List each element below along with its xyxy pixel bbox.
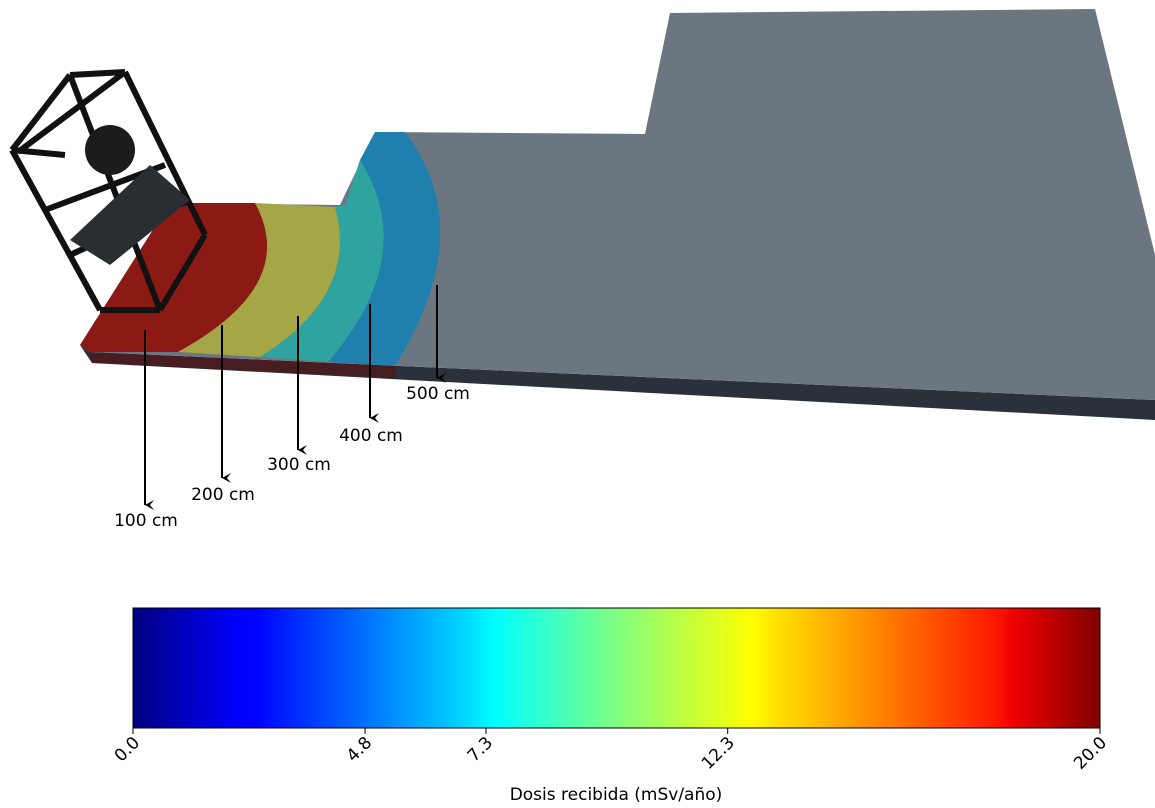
detector bbox=[85, 125, 135, 175]
tick-label: 4.8 bbox=[343, 733, 376, 766]
rack-shelf bbox=[70, 165, 190, 265]
colorbar bbox=[132, 607, 1101, 729]
distance-label: 100 cm bbox=[114, 511, 178, 531]
zone-yellow bbox=[178, 203, 340, 357]
tick-label: 20.0 bbox=[1070, 733, 1111, 774]
zone-red bbox=[80, 203, 268, 352]
tick-label: 0.0 bbox=[111, 733, 144, 766]
tick-label: 12.3 bbox=[698, 733, 739, 774]
distance-label: 400 cm bbox=[339, 426, 403, 446]
scene bbox=[9, 9, 1155, 420]
colorbar-label: Dosis recibida (mSv/año) bbox=[510, 785, 723, 805]
distance-label: 300 cm bbox=[267, 455, 331, 475]
zone-edge bbox=[90, 352, 396, 378]
zone-teal bbox=[260, 160, 384, 362]
distance-label: 200 cm bbox=[191, 485, 255, 505]
zone-blue bbox=[328, 132, 441, 366]
floor-edge bbox=[80, 345, 1155, 420]
tick-label: 7.3 bbox=[464, 733, 497, 766]
colorbar-ticks: 0.0 4.8 7.3 12.3 20.0 bbox=[111, 728, 1111, 774]
annotations: 100 cm 200 cm 300 cm 400 cm 500 cm bbox=[114, 285, 470, 531]
distance-label: 500 cm bbox=[406, 384, 470, 404]
